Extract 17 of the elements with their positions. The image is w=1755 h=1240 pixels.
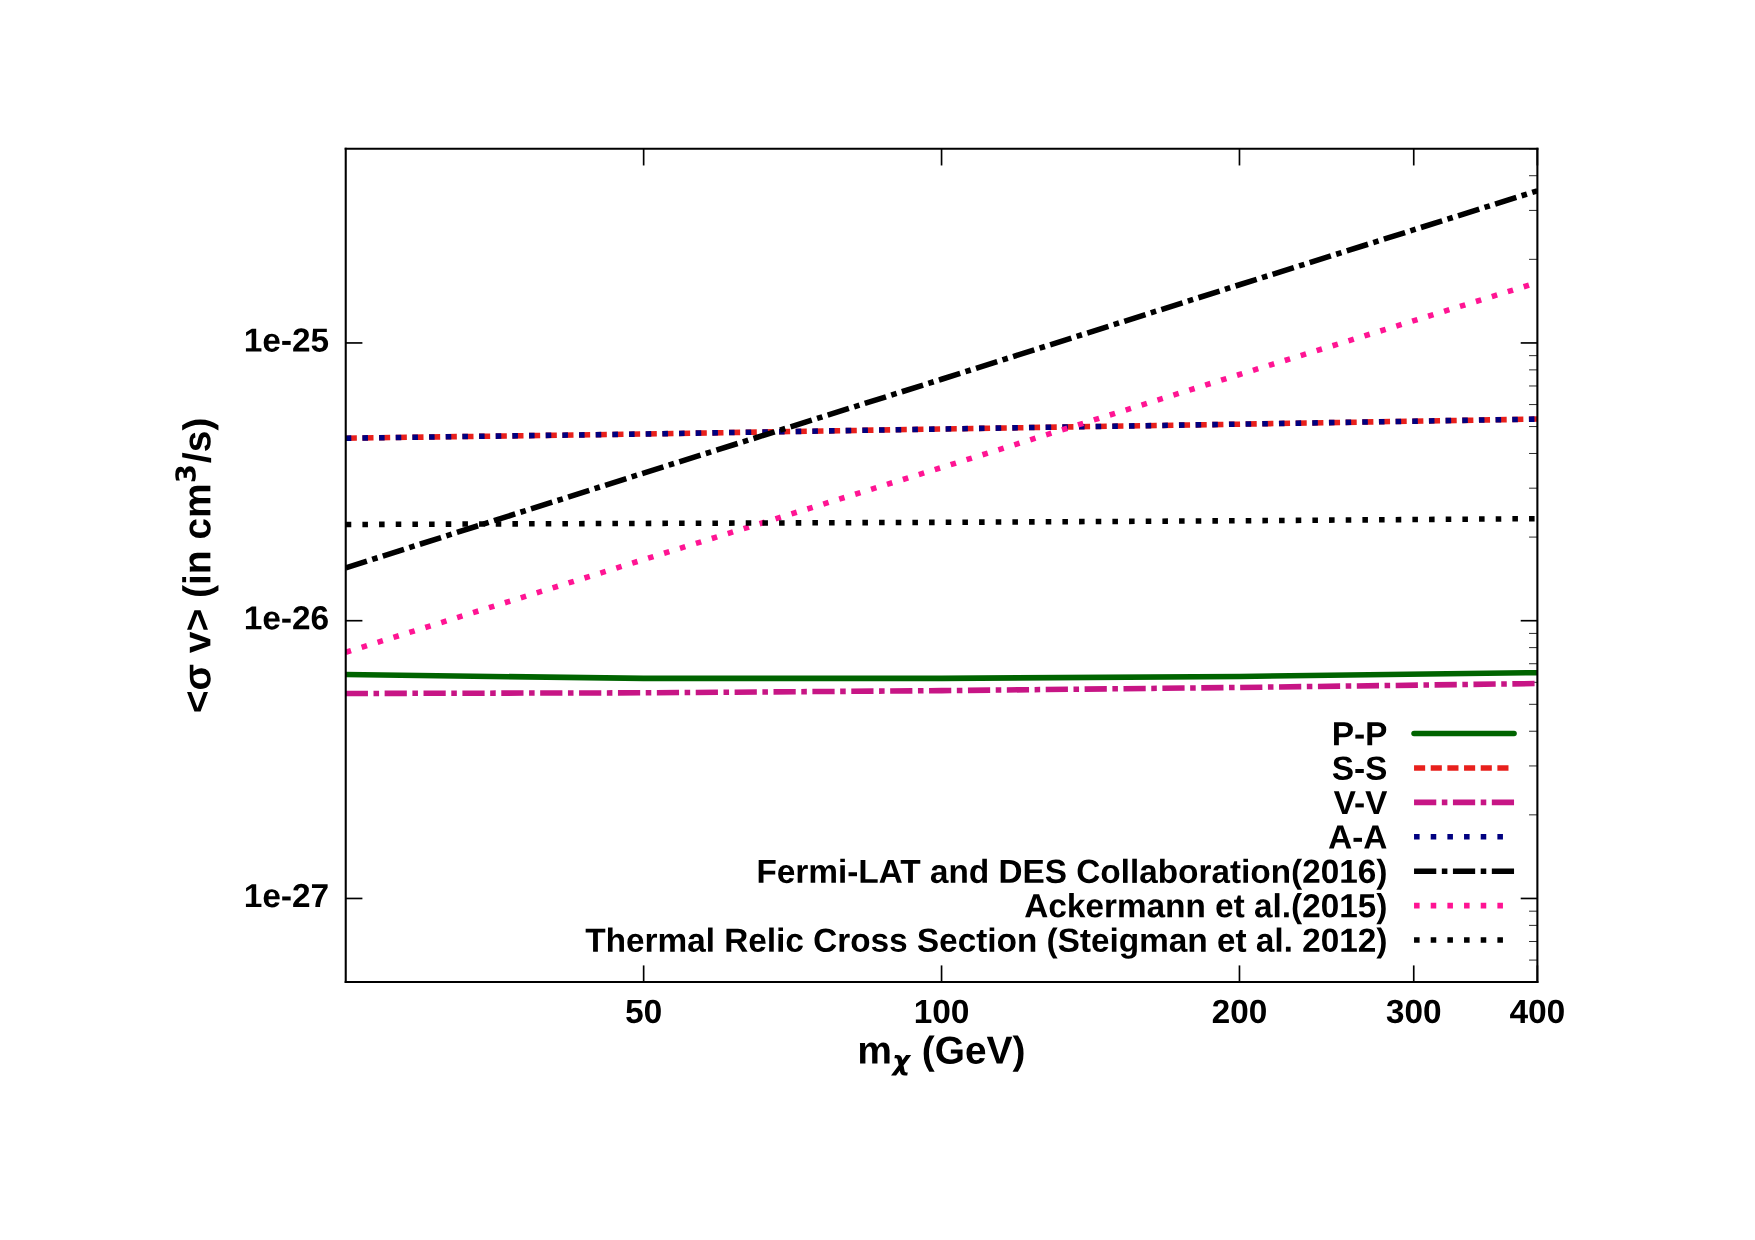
legend-label: A-A bbox=[1328, 825, 1387, 849]
y-tick-label: 1e-25 bbox=[245, 328, 329, 352]
x-tick-label: 300 bbox=[1386, 999, 1441, 1024]
legend-label: Fermi-LAT and DES Collaboration(2016) bbox=[758, 858, 1386, 890]
x-tick-label: 50 bbox=[626, 999, 661, 1024]
x-axis-title: m$_{χ}$ (GeV) bbox=[859, 1035, 1024, 1076]
y-tick-label: 1e-26 bbox=[245, 606, 328, 630]
legend-label: S-S bbox=[1332, 756, 1387, 780]
x-tick-label: 100 bbox=[915, 999, 968, 1024]
y-axis-title: <σ v> (in cm$^{3}$/s) bbox=[175, 419, 219, 712]
y-tick-label: 1e-27 bbox=[245, 883, 328, 908]
x-tick-label: 400 bbox=[1510, 999, 1564, 1024]
legend-label: V-V bbox=[1333, 791, 1388, 815]
legend-label: Ackermann et al.(2015) bbox=[1025, 893, 1386, 925]
legend-label: Thermal Relic Cross Section (Steigman et al. 2012) bbox=[585, 927, 1386, 959]
x-tick-label: 200 bbox=[1212, 999, 1266, 1024]
legend-label: P-P bbox=[1334, 722, 1387, 746]
